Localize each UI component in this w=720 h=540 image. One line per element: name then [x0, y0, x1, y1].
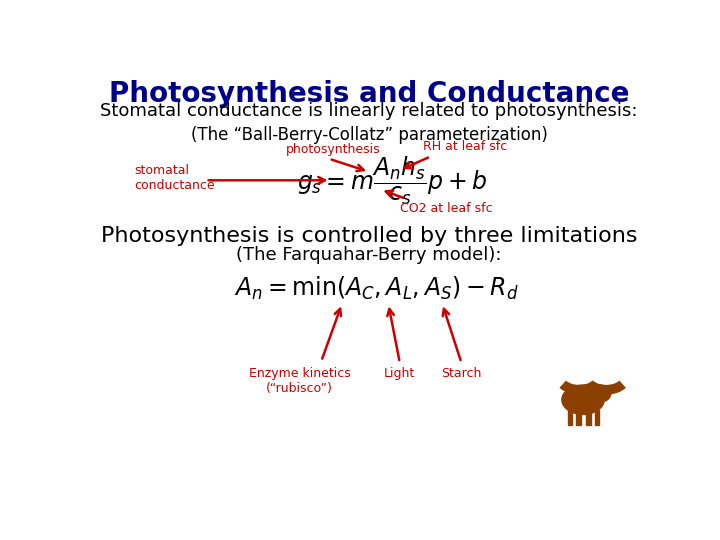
- Text: Enzyme kinetics
(“rubisco”): Enzyme kinetics (“rubisco”): [249, 367, 351, 395]
- Text: $A_n = \min(A_C, A_L, A_S) - R_d$: $A_n = \min(A_C, A_L, A_S) - R_d$: [235, 274, 519, 302]
- Text: $g_s = m\dfrac{A_n h_s}{c_s} p + b$: $g_s = m\dfrac{A_n h_s}{c_s} p + b$: [297, 154, 487, 207]
- Text: Photosynthesis and Conductance: Photosynthesis and Conductance: [109, 80, 629, 108]
- Bar: [595, 410, 599, 425]
- Text: Starch: Starch: [441, 367, 482, 380]
- Ellipse shape: [562, 385, 604, 414]
- Text: RH at leaf sfc: RH at leaf sfc: [423, 140, 507, 153]
- Bar: [567, 410, 572, 425]
- Text: stomatal
conductance: stomatal conductance: [134, 164, 215, 192]
- Text: CO2 at leaf sfc: CO2 at leaf sfc: [400, 202, 492, 215]
- Text: Stomatal conductance is linearly related to photosynthesis:: Stomatal conductance is linearly related…: [100, 102, 638, 120]
- Text: Light: Light: [384, 367, 415, 380]
- Text: (The Farquahar-Berry model):: (The Farquahar-Berry model):: [236, 246, 502, 264]
- Ellipse shape: [589, 385, 611, 402]
- Bar: [586, 410, 590, 425]
- Text: Photosynthesis is controlled by three limitations: Photosynthesis is controlled by three li…: [101, 226, 637, 246]
- Text: (The “Ball-Berry-Collatz” parameterization): (The “Ball-Berry-Collatz” parameterizati…: [191, 126, 547, 144]
- Bar: [576, 410, 581, 425]
- Text: photosynthesis: photosynthesis: [286, 143, 380, 156]
